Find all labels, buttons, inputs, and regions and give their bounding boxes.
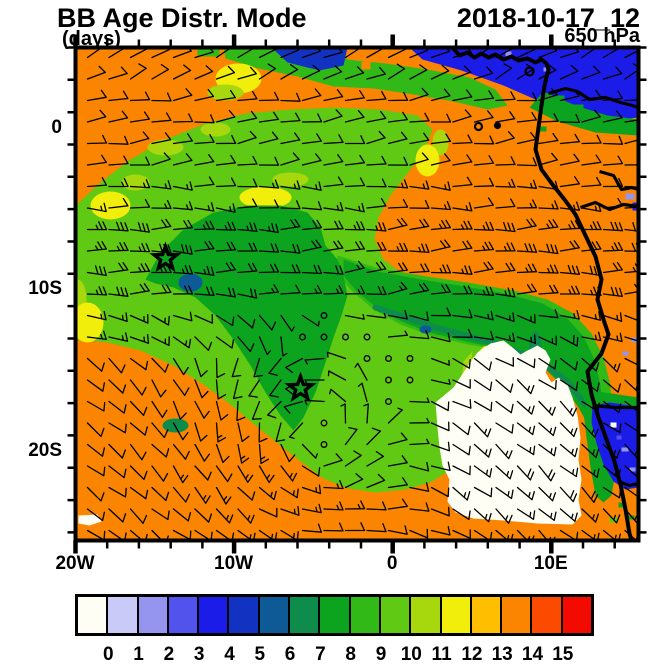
age-field-region <box>419 325 432 334</box>
colorbar-label-4: 4 <box>224 644 235 665</box>
age-field-region <box>555 95 565 102</box>
colorbar-label-14: 14 <box>521 644 544 665</box>
island-outline <box>473 121 484 132</box>
age-field-region <box>435 340 582 525</box>
island-outline <box>493 121 502 130</box>
minor-ticks <box>67 39 647 549</box>
colorbar-label-5: 5 <box>254 644 266 665</box>
age-field-region <box>627 515 635 520</box>
age-field-region <box>538 126 547 132</box>
colorbar-label-2: 2 <box>163 644 175 665</box>
marker-star <box>149 241 182 273</box>
colorbar-cell-10 <box>378 597 410 633</box>
colorbar-cell-7 <box>288 597 319 633</box>
map-canvas <box>67 34 647 554</box>
y-axis-label-20S: 20S <box>28 440 62 462</box>
country-border <box>599 169 639 192</box>
age-field-region <box>583 389 639 408</box>
colorbar-label-6: 6 <box>284 644 296 665</box>
age-field-region <box>543 67 549 72</box>
age-field-region <box>415 144 440 177</box>
colorbar-label-15: 15 <box>552 644 574 665</box>
age-field-region <box>505 51 512 57</box>
y-axis-label-0: 0 <box>51 116 62 138</box>
colorbar-label-11: 11 <box>431 644 452 665</box>
age-field-region <box>622 351 629 356</box>
colorbar-cell-3 <box>166 597 198 633</box>
colorbar-label-12: 12 <box>461 644 483 665</box>
colorbar-cell-12 <box>439 597 470 633</box>
country-border <box>592 403 639 410</box>
colorbar-cell-14 <box>500 597 531 633</box>
age-field-region <box>343 259 603 430</box>
colorbar-label-8: 8 <box>345 644 356 665</box>
timestamp-label: 2018-10-17_12 <box>456 3 640 33</box>
age-field-region <box>625 193 635 200</box>
age-field-region <box>207 84 244 101</box>
age-field-region <box>610 422 617 428</box>
age-field-region <box>200 122 231 137</box>
age-field-region <box>572 104 584 110</box>
age-field-region <box>197 47 220 57</box>
colorbar-label-0: 0 <box>103 644 114 665</box>
colorbar-label-7: 7 <box>315 644 326 665</box>
age-field-region <box>409 47 639 122</box>
x-axis-label-20W: 20W <box>55 553 95 574</box>
wind-barbs <box>86 47 639 541</box>
age-field-region <box>621 447 629 452</box>
country-border <box>579 200 639 212</box>
x-axis-label-10E: 10E <box>533 553 568 574</box>
colorbar <box>75 594 595 636</box>
y-axis-label-10S: 10S <box>28 278 62 300</box>
marker-star <box>284 371 317 403</box>
colorbar-cell-6 <box>257 597 289 633</box>
colorbar-label-10: 10 <box>400 644 422 665</box>
age-field-region <box>239 186 292 209</box>
island-outline <box>524 66 535 77</box>
age-field-region <box>272 172 309 187</box>
colorbar-cell-0 <box>78 597 107 633</box>
age-field-region <box>629 467 636 472</box>
colorbar-cell-13 <box>469 597 501 633</box>
age-field-region <box>618 502 627 508</box>
colorbar-cell-11 <box>409 597 440 633</box>
age-field-region <box>90 191 131 220</box>
colorbar-cell-4 <box>197 597 228 633</box>
map-plot-area <box>67 34 647 554</box>
age-field-region <box>75 302 104 343</box>
colorbar-cell-5 <box>227 597 258 633</box>
x-axis-label-10W: 10W <box>214 553 254 574</box>
age-field-region <box>529 91 639 136</box>
age-field-region <box>616 435 622 440</box>
colorbar-label-1: 1 <box>133 644 144 665</box>
colorbar-label-3: 3 <box>193 644 205 665</box>
colorbar-cell-2 <box>136 597 167 633</box>
age-field-region <box>145 205 348 431</box>
colorbar-label-9: 9 <box>375 644 387 665</box>
colorbar-cell-8 <box>318 597 349 633</box>
age-field-region <box>361 61 371 70</box>
calm-wind-circles <box>299 312 414 448</box>
colorbar-label-13: 13 <box>491 644 513 665</box>
colorbar-cell-1 <box>106 597 137 633</box>
age-field-region <box>78 514 102 526</box>
major-ticks <box>73 34 554 554</box>
x-axis-label-0: 0 <box>386 553 398 574</box>
map-frame <box>73 45 641 543</box>
page-title: BB Age Distr. Mode <box>57 3 307 33</box>
colorbar-cell-16 <box>560 597 592 633</box>
age-field-region <box>147 139 184 156</box>
colorbar-cell-9 <box>348 597 379 633</box>
country-border <box>617 479 639 488</box>
colorbar-cell-15 <box>530 597 561 633</box>
